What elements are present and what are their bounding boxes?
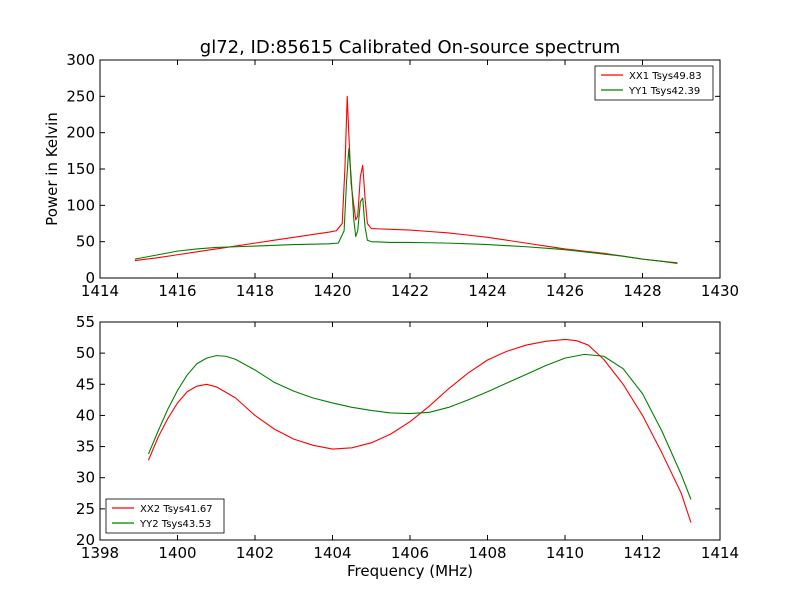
y-tick-label: 200 (66, 124, 95, 142)
x-tick-label: 1422 (391, 282, 429, 300)
legend-box (105, 498, 225, 534)
x-tick-label: 1414 (81, 282, 119, 300)
y-tick-label: 150 (66, 160, 95, 178)
y-tick-label: 25 (76, 500, 95, 518)
series-line-2 (134, 148, 678, 265)
y-tick-label: 50 (76, 344, 95, 362)
x-tick-label: 1402 (236, 544, 274, 562)
y-tick-label: 35 (76, 438, 95, 456)
x-tick-label: 1414 (701, 544, 739, 562)
legend-label: YY1 Tsys42.39 (628, 86, 700, 97)
x-tick-label: 1420 (313, 282, 351, 300)
series-line-1 (147, 338, 692, 523)
x-tick-label: 1398 (81, 544, 119, 562)
y-tick-label: 0 (85, 269, 95, 287)
y-tick-label: 30 (76, 469, 95, 487)
x-tick-label: 1416 (158, 282, 196, 300)
legend: XX2 Tsys41.67 YY2 Tsys43.53 (105, 498, 225, 534)
chart-panel-1: gl72, ID:85615 Calibrated On-source spec… (43, 37, 739, 300)
y-tick-label: 55 (76, 313, 95, 331)
x-tick-label: 1424 (468, 282, 506, 300)
x-tick-label: 1428 (623, 282, 661, 300)
y-tick-label: 20 (76, 531, 95, 549)
x-tick-label: 1404 (313, 544, 351, 562)
y-tick-label: 300 (66, 51, 95, 69)
chart-panel-2: 1398 1400 1402 1404 1406 1408 1410 1412 1414 20 25… (76, 313, 739, 580)
chart-title: gl72, ID:85615 Calibrated On-source spec… (200, 37, 620, 58)
y-tick-label: 250 (66, 87, 95, 105)
x-tick-label: 1412 (623, 544, 661, 562)
y-tick-label: 40 (76, 406, 95, 424)
y-axis-label: Power in Kelvin (43, 112, 61, 226)
legend: XX1 Tsys49.83 YY1 Tsys42.39 (594, 65, 714, 101)
x-tick-label: 1408 (468, 544, 506, 562)
legend-label: YY2 Tsys43.53 (139, 519, 211, 530)
series-line-2 (147, 353, 692, 500)
x-tick-label: 1426 (546, 282, 584, 300)
x-tick-label: 1418 (236, 282, 274, 300)
y-tick-label: 45 (76, 375, 95, 393)
y-tick-label: 100 (66, 196, 95, 214)
x-tick-label: 1430 (701, 282, 739, 300)
legend-label: XX1 Tsys49.83 (629, 71, 702, 82)
series-line-1 (134, 95, 678, 264)
x-tick-label: 1400 (158, 544, 196, 562)
x-tick-label: 1406 (391, 544, 429, 562)
x-axis-label: Frequency (MHz) (347, 562, 473, 580)
x-tick-label: 1410 (546, 544, 584, 562)
legend-label: XX2 Tsys41.67 (140, 504, 213, 515)
y-tick-label: 50 (76, 233, 95, 251)
legend-box (594, 65, 714, 101)
